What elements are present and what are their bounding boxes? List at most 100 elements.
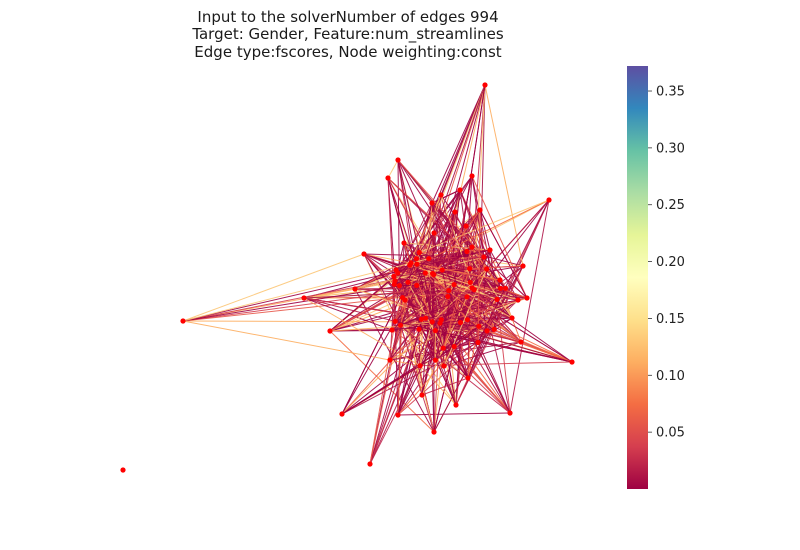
graph-edge — [303, 297, 393, 331]
graph-edge — [467, 330, 488, 379]
graph-edge — [489, 249, 498, 300]
graph-edge — [303, 297, 396, 322]
graph-node — [327, 328, 333, 334]
graph-node — [417, 363, 423, 369]
graph-node — [467, 266, 473, 272]
colorbar-gradient — [627, 66, 648, 489]
graph-node — [431, 429, 437, 435]
edges-layer — [182, 84, 573, 465]
graph-node — [475, 339, 481, 346]
graph-edge — [419, 365, 457, 406]
graph-node — [440, 345, 446, 351]
graph-edge — [494, 328, 573, 363]
graph-node — [423, 315, 429, 321]
graph-edge — [341, 342, 479, 415]
colorbar-tick-label: 0.35 — [656, 85, 685, 100]
graph-edge — [416, 263, 471, 283]
graph-edge — [477, 199, 550, 343]
graph-node — [392, 318, 398, 324]
graph-edge — [303, 289, 475, 299]
graph-edge — [443, 268, 488, 367]
nodes-layer — [120, 82, 575, 473]
graph-node — [426, 256, 432, 262]
graph-node — [484, 328, 490, 334]
graph-edge — [421, 273, 434, 396]
graph-node — [413, 256, 419, 262]
graph-edge — [303, 297, 421, 367]
graph-node — [471, 287, 477, 293]
graph-node — [509, 315, 515, 321]
graph-edge — [469, 265, 524, 270]
graph-node — [497, 277, 503, 283]
graph-node — [416, 326, 422, 332]
graph-edge — [410, 262, 501, 281]
graph-node — [339, 411, 345, 417]
graph-edge — [419, 319, 442, 366]
graph-node — [120, 467, 126, 473]
graph-edge — [434, 330, 511, 414]
graph-node — [445, 293, 451, 300]
graph-node — [431, 230, 437, 236]
graph-node — [464, 317, 470, 323]
colorbar: 0.05 0.10 0.15 0.20 0.25 0.30 0.35 — [627, 66, 685, 489]
colorbar-tick-label: 0.05 — [656, 426, 685, 441]
graph-node — [494, 296, 500, 302]
graph-edge — [416, 84, 486, 265]
graph-node — [418, 316, 424, 322]
graph-node — [429, 319, 435, 325]
graph-node — [389, 327, 395, 333]
graph-node — [385, 175, 391, 181]
graph-edge — [363, 253, 484, 258]
graph-edge — [509, 199, 550, 414]
graph-edge — [341, 321, 396, 415]
colorbar-ticks: 0.05 0.10 0.15 0.20 0.25 0.30 0.35 — [648, 85, 685, 441]
graph-edge — [354, 252, 420, 290]
graph-node — [482, 82, 488, 88]
graph-edge — [453, 268, 487, 286]
graph-edge — [400, 268, 470, 326]
graph-edge — [182, 253, 365, 322]
graph-edge — [182, 249, 491, 322]
graph-edge — [400, 321, 433, 326]
graph-node — [430, 270, 436, 277]
graph-edge — [397, 159, 468, 320]
graph-edge — [440, 194, 485, 258]
graph-node — [497, 285, 504, 291]
graph-edge — [387, 177, 396, 322]
graph-edge — [442, 268, 471, 349]
graph-edge — [329, 273, 433, 332]
graph-node — [484, 266, 490, 272]
graph-node — [481, 254, 487, 260]
graph-node — [367, 461, 373, 467]
graph-edge — [341, 365, 421, 415]
graph-edge — [395, 320, 573, 363]
graph-edge — [431, 202, 488, 332]
graph-node — [451, 343, 457, 350]
graph-node — [301, 295, 307, 301]
graph-node — [395, 157, 401, 163]
graph-node — [502, 285, 509, 291]
graph-node — [439, 267, 445, 273]
graph-node — [469, 244, 475, 250]
graph-edge — [466, 296, 573, 363]
graph-node — [401, 240, 407, 246]
graph-node — [438, 192, 444, 198]
graph-edge — [471, 246, 528, 299]
graph-node — [463, 223, 469, 229]
graph-node — [476, 323, 482, 329]
graph-node — [465, 375, 471, 381]
graph-edge — [354, 288, 435, 433]
graph-node — [432, 328, 438, 334]
graph-node — [399, 295, 406, 301]
graph-node — [387, 357, 393, 363]
graph-edge — [407, 282, 457, 406]
graph-edge — [459, 189, 501, 289]
graph-edge — [402, 268, 487, 299]
graph-edge — [453, 84, 486, 285]
graph-edge — [459, 189, 506, 289]
colorbar-tick-label: 0.10 — [656, 369, 685, 384]
graph-edge — [387, 159, 399, 179]
graph-edge — [439, 211, 456, 324]
colorbar-tick-label: 0.30 — [656, 141, 685, 156]
